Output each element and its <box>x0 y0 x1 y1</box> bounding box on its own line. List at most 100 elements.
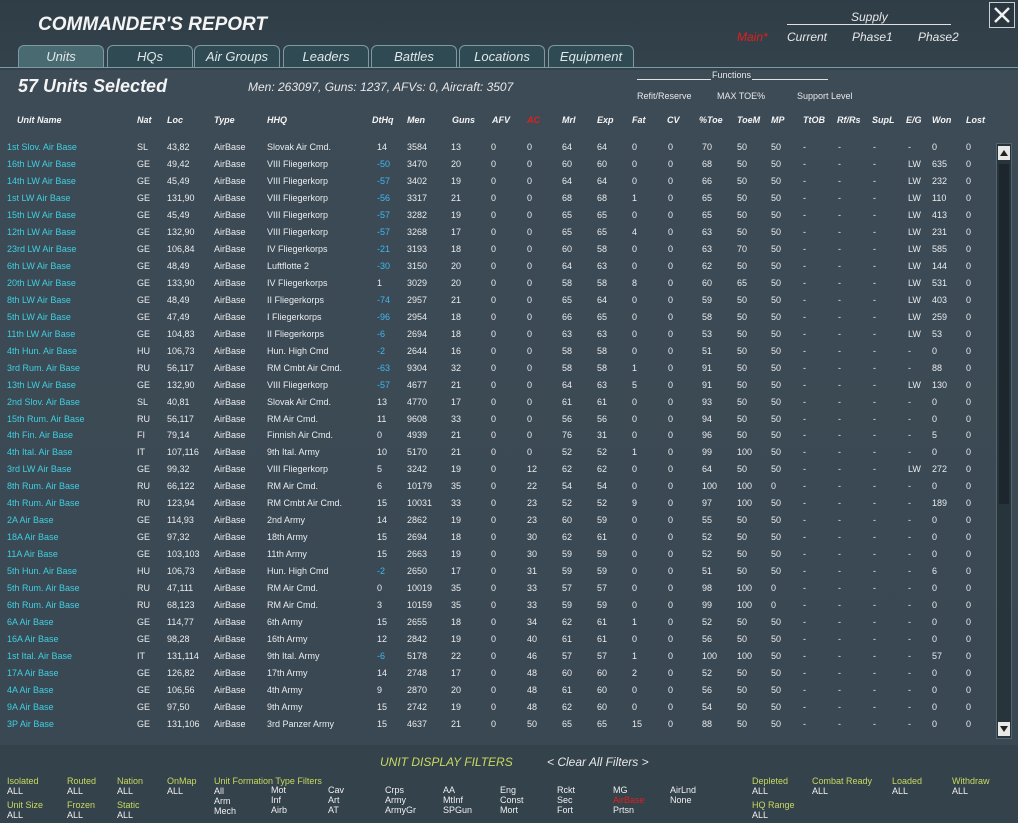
scroll-up[interactable] <box>998 146 1010 160</box>
column-header[interactable]: Lost <box>966 115 985 125</box>
formation-option[interactable]: Sec <box>557 795 573 805</box>
filter-value[interactable]: ALL <box>892 786 909 796</box>
formation-option[interactable]: Const <box>500 795 524 805</box>
filter-value[interactable]: ALL <box>952 786 969 796</box>
tab[interactable]: Battles <box>371 45 457 68</box>
tab[interactable]: Leaders <box>283 45 369 68</box>
column-header[interactable]: Type <box>214 115 235 125</box>
unit-name[interactable]: 17A Air Base <box>7 668 59 679</box>
column-header[interactable]: TtOB <box>803 115 825 125</box>
unit-name[interactable]: 15th LW Air Base <box>7 209 76 220</box>
unit-name[interactable]: 15th Rum. Air Base <box>7 413 85 424</box>
formation-option[interactable]: Army <box>385 795 406 805</box>
formation-option[interactable]: Crps <box>385 785 405 795</box>
filter-label[interactable]: OnMap <box>167 776 197 786</box>
unit-name[interactable]: 6th Rum. Air Base <box>7 600 80 611</box>
column-header[interactable]: %Toe <box>699 115 723 125</box>
filter-label[interactable]: HQ Range <box>752 800 795 810</box>
tab[interactable]: HQs <box>107 45 193 68</box>
tab[interactable]: Units <box>18 45 104 68</box>
unit-name[interactable]: 16th LW Air Base <box>7 158 76 169</box>
supply-option[interactable]: Phase2 <box>918 30 959 44</box>
function-option[interactable]: Support Level <box>797 91 853 101</box>
scrollbar[interactable] <box>996 143 1012 739</box>
unit-name[interactable]: 3rd Rum. Air Base <box>7 362 81 373</box>
column-header[interactable]: DtHq <box>372 115 394 125</box>
filter-value[interactable]: ALL <box>7 786 24 796</box>
unit-name[interactable]: 3rd LW Air Base <box>7 464 72 475</box>
formation-option[interactable]: AA <box>443 785 456 795</box>
tab[interactable]: Locations <box>459 45 545 68</box>
filter-label[interactable]: Isolated <box>7 776 39 786</box>
column-header[interactable]: CV <box>667 115 680 125</box>
formation-option[interactable]: Mort <box>500 805 518 815</box>
formation-option[interactable]: MtInf <box>443 795 464 805</box>
filter-label[interactable]: Routed <box>67 776 97 786</box>
formation-option[interactable]: Rckt <box>557 785 575 795</box>
column-header[interactable]: Exp <box>597 115 614 125</box>
close-button[interactable] <box>989 2 1015 28</box>
filter-value[interactable]: ALL <box>67 810 84 820</box>
unit-name[interactable]: 4A Air Base <box>7 685 54 696</box>
column-header[interactable]: Fat <box>632 115 646 125</box>
scroll-down[interactable] <box>998 722 1010 736</box>
unit-name[interactable]: 2A Air Base <box>7 515 54 526</box>
filter-value[interactable]: ALL <box>812 786 829 796</box>
unit-name[interactable]: 1st Ital. Air Base <box>7 651 73 662</box>
filter-label[interactable]: Depleted <box>752 776 789 786</box>
scroll-thumb[interactable] <box>999 164 1009 504</box>
unit-name[interactable]: 6A Air Base <box>7 617 54 628</box>
formation-option[interactable]: MG <box>613 785 628 795</box>
formation-option[interactable]: Fort <box>557 805 574 815</box>
column-header[interactable]: SupL <box>872 115 895 125</box>
tab[interactable]: Equipment <box>548 45 634 68</box>
unit-name[interactable]: 5th Hun. Air Base <box>7 566 78 577</box>
formation-option[interactable]: AT <box>328 805 339 815</box>
unit-name[interactable]: 23rd LW Air Base <box>7 243 77 254</box>
formation-option[interactable]: None <box>670 795 692 805</box>
filter-value[interactable]: ALL <box>117 786 134 796</box>
formation-option[interactable]: Eng <box>500 785 517 795</box>
column-header[interactable]: Won <box>932 115 952 125</box>
column-header[interactable]: AC <box>527 115 540 125</box>
supply-main[interactable]: Main* <box>737 30 768 44</box>
unit-name[interactable]: 4th Fin. Air Base <box>7 430 74 441</box>
formation-option[interactable]: Prtsn <box>613 805 635 815</box>
unit-name[interactable]: 20th LW Air Base <box>7 277 76 288</box>
supply-option[interactable]: Phase1 <box>852 30 893 44</box>
clear-filters[interactable]: < Clear All Filters > <box>547 755 649 769</box>
formation-option[interactable]: Art <box>328 795 340 805</box>
filter-value[interactable]: ALL <box>752 810 769 820</box>
filter-value[interactable]: ALL <box>7 810 24 820</box>
unit-name[interactable]: 2nd Slov. Air Base <box>7 396 80 407</box>
column-header[interactable]: Mrl <box>562 115 576 125</box>
function-option[interactable]: Refit/Reserve <box>637 91 692 101</box>
unit-name[interactable]: 4th Hun. Air Base <box>7 345 78 356</box>
function-option[interactable]: MAX TOE% <box>717 91 766 101</box>
unit-name[interactable]: 12th LW Air Base <box>7 226 76 237</box>
filter-value[interactable]: ALL <box>752 786 769 796</box>
unit-name[interactable]: 5th Rum. Air Base <box>7 583 80 594</box>
column-header[interactable]: AFV <box>492 115 510 125</box>
filter-value[interactable]: ALL <box>167 786 184 796</box>
formation-option[interactable]: Inf <box>271 795 282 805</box>
column-header[interactable]: HHQ <box>267 115 287 125</box>
formation-option[interactable]: Arm <box>214 796 231 806</box>
unit-name[interactable]: 6th LW Air Base <box>7 260 71 271</box>
unit-name[interactable]: 11th LW Air Base <box>7 328 76 339</box>
unit-name[interactable]: 4th Ital. Air Base <box>7 447 73 458</box>
formation-option[interactable]: All <box>214 786 225 796</box>
unit-name[interactable]: 13th LW Air Base <box>7 379 76 390</box>
unit-name[interactable]: 3P Air Base <box>7 718 54 729</box>
column-header[interactable]: Unit Name <box>17 115 62 125</box>
unit-name[interactable]: 18A Air Base <box>7 532 59 543</box>
unit-name[interactable]: 8th LW Air Base <box>7 294 71 305</box>
filter-label[interactable]: Unit Size <box>7 800 44 810</box>
column-header[interactable]: Men <box>407 115 425 125</box>
column-header[interactable]: Rf/Rs <box>837 115 861 125</box>
unit-name[interactable]: 16A Air Base <box>7 634 59 645</box>
formation-option[interactable]: AirBase <box>613 795 645 805</box>
formation-option[interactable]: Mech <box>214 806 237 816</box>
column-header[interactable]: ToeM <box>737 115 761 125</box>
unit-name[interactable]: 1st Slov. Air Base <box>7 142 77 152</box>
